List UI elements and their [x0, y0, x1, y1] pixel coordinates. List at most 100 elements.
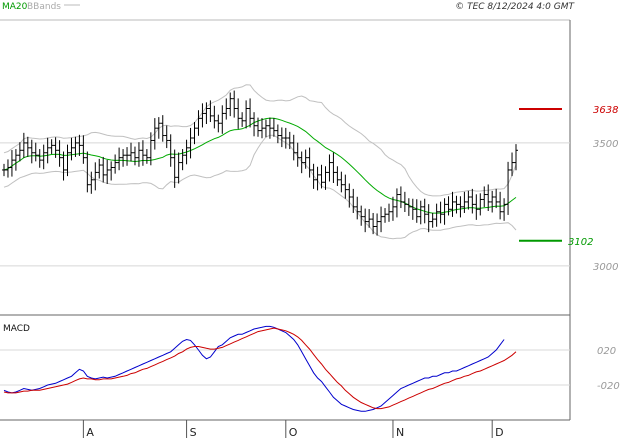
price-bar	[244, 100, 249, 129]
price-bar	[252, 112, 257, 137]
price-bar	[109, 161, 114, 181]
price-bar	[37, 149, 42, 168]
price-bar	[406, 198, 411, 216]
x-tick-label-3: N	[396, 426, 404, 439]
price-bar	[164, 125, 169, 149]
price-bar	[410, 198, 415, 220]
price-panel: 3638 3102 3500 3000	[0, 19, 618, 316]
price-bar	[375, 213, 380, 236]
price-bar	[136, 142, 141, 167]
price-bar	[307, 147, 312, 178]
price-bar	[426, 204, 431, 233]
price-bar	[494, 188, 499, 209]
support-level-label: 3102	[568, 237, 593, 248]
x-tick-label-0: A	[86, 426, 94, 439]
price-bar	[383, 208, 388, 223]
price-bar	[73, 136, 78, 157]
price-bar	[291, 134, 296, 161]
ma20-line	[3, 117, 517, 214]
price-bar	[180, 149, 185, 171]
copyright-timestamp: © TEC 8/12/2024 4:0 GMT	[455, 2, 575, 12]
price-bar	[422, 198, 427, 224]
price-bar	[271, 118, 276, 137]
price-bar	[17, 142, 22, 162]
price-bar	[510, 152, 515, 177]
price-bar	[220, 105, 225, 134]
price-bar	[216, 114, 221, 133]
price-bar	[275, 124, 280, 144]
x-tick-label-4: D	[495, 426, 503, 439]
price-bar	[2, 163, 6, 177]
price-bar	[192, 122, 197, 145]
price-bar	[129, 142, 134, 162]
price-bar	[319, 164, 324, 189]
price-bar	[303, 149, 308, 169]
price-bar	[446, 196, 451, 216]
price-bar	[65, 144, 70, 177]
bbands-legend: BBands	[27, 2, 61, 12]
price-bar	[208, 100, 213, 123]
price-bar	[482, 186, 487, 208]
price-bar	[168, 134, 173, 167]
price-bar	[311, 163, 316, 189]
price-bar	[339, 171, 344, 193]
price-bar	[454, 195, 459, 214]
price-bar	[363, 208, 368, 233]
price-bar	[176, 152, 181, 184]
price-bar	[204, 102, 209, 124]
price-bar	[140, 140, 145, 166]
macd-line	[3, 325, 505, 412]
price-bar	[351, 188, 356, 213]
price-bar	[33, 142, 38, 162]
x-tick-label-2: O	[289, 426, 298, 439]
price-bar	[379, 206, 384, 233]
price-bar	[224, 98, 229, 120]
price-bar	[196, 110, 201, 136]
price-bar	[386, 203, 391, 222]
price-bar	[9, 150, 14, 177]
price-bar	[236, 98, 241, 129]
price-bar	[156, 117, 161, 139]
macd-title: MACD	[3, 324, 30, 334]
price-bar	[69, 137, 74, 161]
price-bar	[5, 159, 10, 178]
price-bar	[474, 194, 479, 220]
price-bar	[394, 188, 399, 218]
price-bar	[359, 205, 364, 226]
price-bar	[327, 154, 332, 182]
price-bar	[498, 191, 503, 220]
price-bar	[267, 117, 272, 139]
price-bar	[478, 193, 483, 216]
price-bar	[299, 151, 304, 174]
price-bar	[228, 92, 233, 117]
price-bar	[45, 137, 50, 164]
price-bar	[81, 135, 86, 164]
price-bar	[113, 154, 118, 174]
price-bar	[248, 98, 253, 128]
price-bar	[371, 212, 376, 235]
price-bar	[367, 209, 372, 228]
price-bar	[259, 118, 264, 139]
price-bar	[434, 203, 439, 227]
price-bar	[283, 127, 288, 149]
bband-upper-line	[3, 84, 517, 197]
price-bar	[450, 191, 455, 217]
price-bar	[402, 191, 407, 212]
price-bar	[442, 198, 447, 225]
price-bar	[212, 105, 217, 129]
price-bar	[132, 146, 137, 166]
price-bar	[29, 139, 34, 164]
x-tick-label-1: S	[190, 426, 197, 439]
price-bar	[335, 166, 340, 186]
price-bar	[331, 152, 336, 183]
price-bar	[486, 184, 491, 212]
resistance-level-label: 3638	[593, 105, 618, 116]
price-bar	[315, 166, 320, 191]
price-bar	[263, 119, 268, 138]
macd-panel: MACD 020 -020	[0, 315, 620, 421]
price-bar	[287, 131, 292, 150]
price-bar	[152, 118, 157, 150]
price-bar	[514, 144, 518, 171]
